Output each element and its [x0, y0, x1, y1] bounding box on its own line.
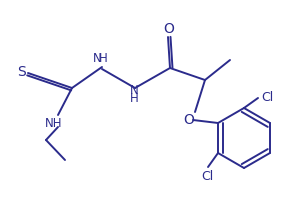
Text: Cl: Cl [201, 169, 213, 182]
Text: O: O [183, 113, 194, 127]
Text: N: N [93, 51, 101, 64]
Text: N: N [130, 84, 138, 97]
Text: Cl: Cl [261, 90, 273, 103]
Text: H: H [130, 91, 138, 104]
Text: NH: NH [45, 116, 63, 129]
Text: H: H [98, 51, 107, 64]
Text: O: O [164, 22, 175, 36]
Text: S: S [17, 65, 25, 79]
